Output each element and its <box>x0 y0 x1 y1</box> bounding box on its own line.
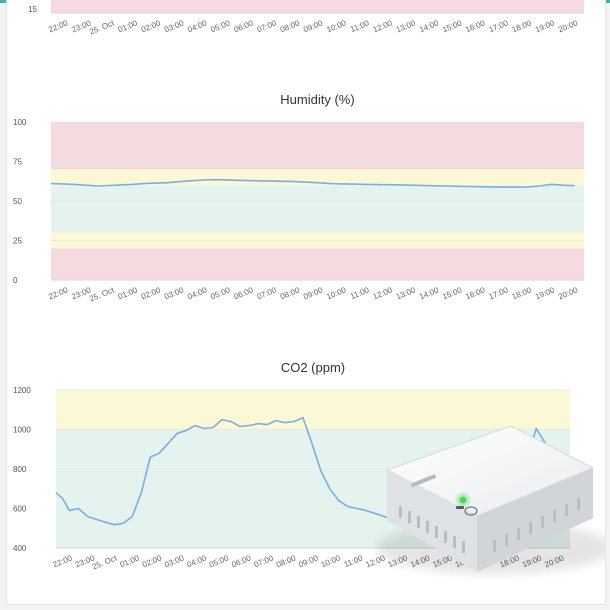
humidity-x-tick-label: 06:00 <box>233 285 255 301</box>
humidity-x-tick-label: 18:00 <box>511 285 533 301</box>
temperature-band <box>51 0 584 13</box>
temperature-x-tick-label: 06:00 <box>233 18 255 34</box>
humidity-x-tick-label: 12:00 <box>372 285 394 301</box>
sensor-device-image <box>377 425 610 574</box>
co2-x-tick-label: 02:00 <box>141 553 163 569</box>
humidity-band-green <box>51 185 584 233</box>
humidity-x-tick-label: 02:00 <box>140 285 162 301</box>
humidity-x-tick-label: 05:00 <box>209 285 231 301</box>
co2-x-tick-label: 08:00 <box>275 553 297 569</box>
co2-x-tick-label: 11:00 <box>343 553 365 569</box>
temperature-x-tick-label: 09:00 <box>302 18 324 34</box>
temperature-x-tick-label: 15:00 <box>441 18 463 34</box>
humidity-series-line <box>50 178 575 188</box>
co2-chart-title: CO2 (ppm) <box>281 360 345 375</box>
humidity-x-tick-label: 22:00 <box>47 285 69 301</box>
co2-y-tick-label: 600 <box>13 505 27 514</box>
humidity-x-tick-label: 15:00 <box>441 285 463 301</box>
temperature-x-tick-label: 11:00 <box>349 18 371 34</box>
humidity-x-tick-label: 25. Oct <box>88 285 116 303</box>
humidity-x-tick-label: 20:00 <box>557 285 579 301</box>
co2-y-tick-label: 1200 <box>13 386 31 395</box>
temperature-x-tick-label: 13:00 <box>395 18 417 34</box>
temperature-x-tick-label: 17:00 <box>487 18 509 34</box>
humidity-x-tick-label: 17:00 <box>487 285 509 301</box>
co2-x-tick-label: 01:00 <box>119 553 141 569</box>
temperature-x-tick-label: 07:00 <box>256 18 278 34</box>
humidity-x-tick-label: 10:00 <box>325 285 347 301</box>
humidity-band-red <box>51 248 584 280</box>
co2-x-tick-label: 09:00 <box>297 553 319 569</box>
humidity-y-tick-label: 50 <box>13 197 22 206</box>
co2-x-tick-label: 10:00 <box>320 553 342 569</box>
temperature-x-tick-label: 12:00 <box>372 18 394 34</box>
humidity-band-red <box>51 122 584 170</box>
humidity-x-tick-label: 03:00 <box>163 285 185 301</box>
power-button-icon <box>464 506 478 516</box>
co2-x-tick-label: 22:00 <box>52 553 74 569</box>
co2-x-tick-label: 25. Oct <box>91 553 119 571</box>
co2-x-tick-label: 05:00 <box>208 553 230 569</box>
humidity-y-tick-label: 25 <box>13 237 22 246</box>
temperature-x-tick-label: 05:00 <box>209 18 231 34</box>
co2-y-tick-label: 1000 <box>13 426 31 435</box>
temperature-x-tick-label: 08:00 <box>279 18 301 34</box>
humidity-x-tick-label: 19:00 <box>534 285 556 301</box>
humidity-y-tick-label: 100 <box>13 118 27 127</box>
co2-band-yellow <box>56 390 570 430</box>
temperature-x-tick-label: 20:00 <box>557 18 579 34</box>
co2-x-tick-label: 04:00 <box>186 553 208 569</box>
humidity-y-tick-label: 0 <box>13 276 18 285</box>
humidity-x-tick-label: 14:00 <box>418 285 440 301</box>
temperature-x-tick-label: 19:00 <box>534 18 556 34</box>
temperature-x-tick-label: 14:00 <box>418 18 440 34</box>
charts-panel: 15 22:00 23:00 25. Oct 01:00 02:00 03:00 04:00 0… <box>6 0 610 605</box>
humidity-x-tick-label: 09:00 <box>302 285 324 301</box>
temperature-x-tick-label: 03:00 <box>163 18 185 34</box>
humidity-x-tick-label: 16:00 <box>464 285 486 301</box>
humidity-x-tick-label: 01:00 <box>117 285 139 301</box>
humidity-x-tick-label: 13:00 <box>395 285 417 301</box>
humidity-x-tick-label: 11:00 <box>349 285 371 301</box>
humidity-chart-title: Humidity (%) <box>280 92 354 107</box>
temperature-y-tick-label: 15 <box>28 5 37 14</box>
co2-x-tick-label: 07:00 <box>253 553 275 569</box>
temperature-x-tick-label: 10:00 <box>325 18 347 34</box>
temperature-x-tick-label: 04:00 <box>186 18 208 34</box>
humidity-x-tick-label: 07:00 <box>256 285 278 301</box>
temperature-x-tick-label: 02:00 <box>140 18 162 34</box>
temperature-x-tick-label: 18:00 <box>511 18 533 34</box>
humidity-x-tick-label: 08:00 <box>279 285 301 301</box>
co2-x-tick-label: 03:00 <box>163 553 185 569</box>
co2-y-tick-label: 800 <box>13 465 27 474</box>
humidity-y-tick-label: 75 <box>13 158 22 167</box>
temperature-x-tick-label: 22:00 <box>47 18 69 34</box>
temperature-x-tick-label: 16:00 <box>464 18 486 34</box>
temperature-x-tick-label: 01:00 <box>117 18 139 34</box>
co2-y-tick-label: 400 <box>13 544 27 553</box>
humidity-x-tick-label: 04:00 <box>186 285 208 301</box>
co2-x-tick-label: 06:00 <box>230 553 252 569</box>
temperature-x-tick-label: 25. Oct <box>88 18 116 36</box>
